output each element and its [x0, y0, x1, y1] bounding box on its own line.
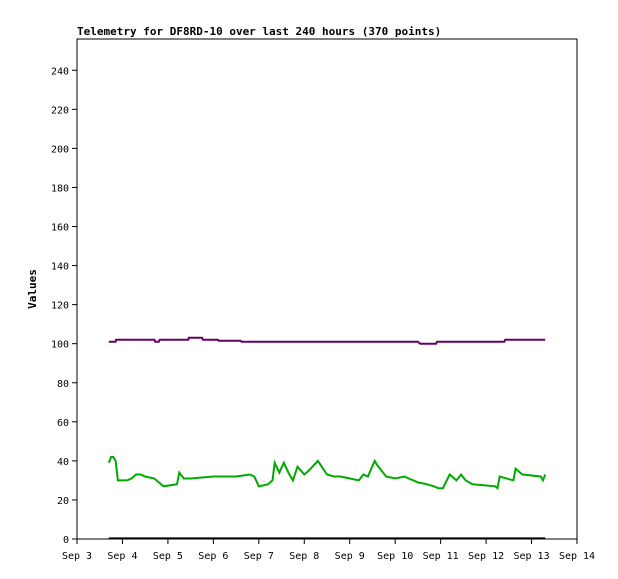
y-tick-label: 0	[63, 535, 69, 546]
y-tick-label: 140	[51, 262, 69, 273]
y-tick-label: 120	[51, 301, 69, 312]
x-tick-label: Sep 13	[513, 551, 549, 562]
x-tick-label: Sep 4	[107, 551, 137, 562]
y-tick-label: 40	[57, 457, 69, 468]
y-tick-label: 20	[57, 496, 69, 507]
plot-frame	[76, 38, 578, 540]
x-tick-label: Sep 7	[244, 551, 274, 562]
y-tick-label: 220	[51, 105, 69, 116]
y-tick-label: 240	[51, 66, 69, 77]
y-tick-label: 160	[51, 223, 69, 234]
x-tick-label: Sep 6	[198, 551, 228, 562]
y-tick-label: 100	[51, 340, 69, 351]
x-tick-label: Sep 11	[423, 551, 459, 562]
x-tick-label: Sep 8	[289, 551, 319, 562]
y-tick-label: 200	[51, 144, 69, 155]
y-tick-label: 180	[51, 183, 69, 194]
y-axis-label: Values	[26, 269, 39, 309]
series-layer	[107, 336, 547, 540]
x-tick-label: Sep 10	[377, 551, 413, 562]
chart-title: Telemetry for DF8RD-10 over last 240 hou…	[77, 25, 441, 38]
x-tick-label: Sep 3	[62, 551, 92, 562]
x-tick-label: Sep 5	[153, 551, 183, 562]
y-axis: 0 20 40 60 80 100 120 140 160 180 200 220 240	[51, 66, 77, 546]
series-line-2	[107, 456, 547, 491]
x-axis: Sep 3 Sep 4 Sep 5 Sep 6 Sep 7 Sep 8 Sep 9 Sep 1…	[62, 539, 595, 562]
series-line-1	[108, 336, 546, 345]
y-tick-label: 80	[57, 379, 69, 390]
x-tick-label: Sep 9	[335, 551, 365, 562]
x-tick-label: Sep 14	[559, 551, 595, 562]
x-tick-label: Sep 12	[468, 551, 504, 562]
y-tick-label: 60	[57, 418, 69, 429]
